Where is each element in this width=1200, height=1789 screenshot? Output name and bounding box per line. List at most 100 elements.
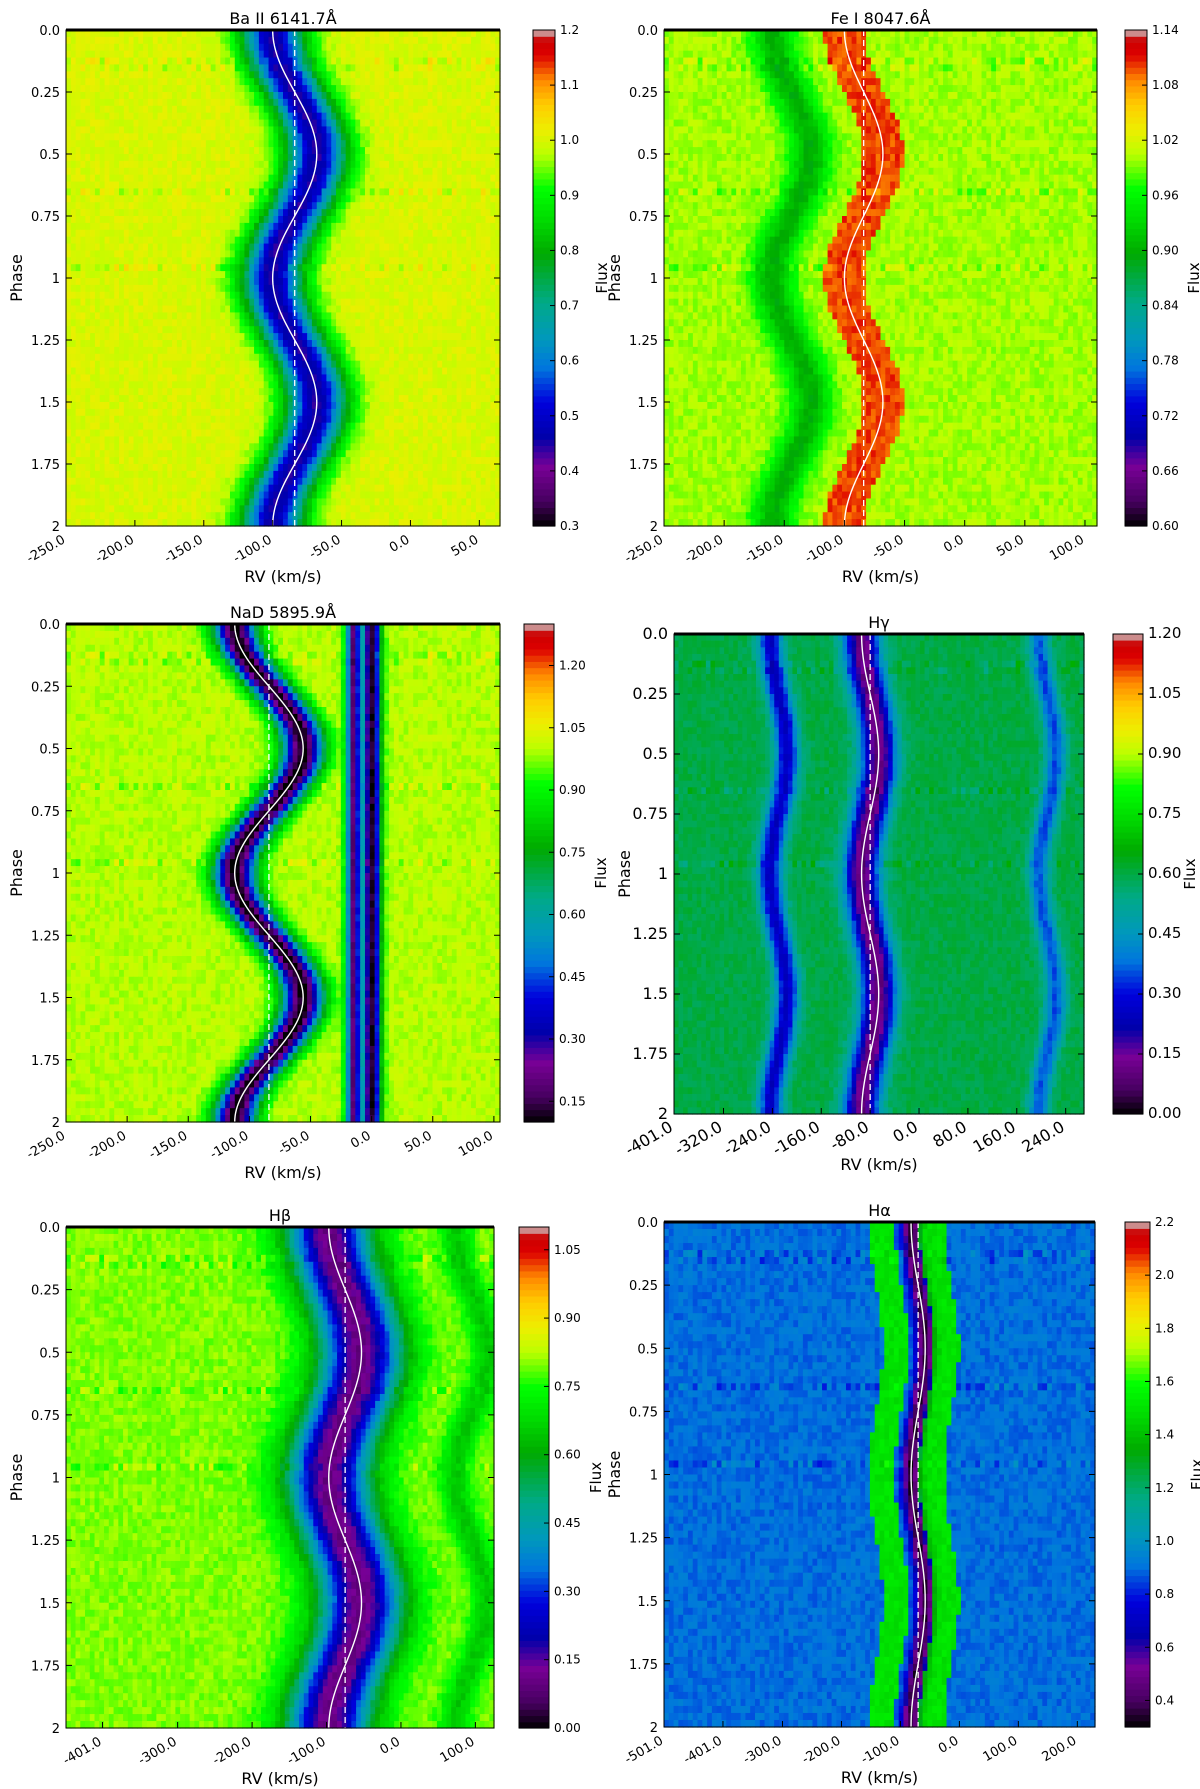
heatmap-cell [481, 154, 486, 161]
heatmap-cell [360, 92, 365, 99]
heatmap-cell [307, 92, 312, 99]
heatmap-cell [259, 99, 264, 106]
heatmap-cell [322, 120, 327, 127]
heatmap-cell [201, 113, 206, 120]
heatmap-cell [240, 195, 245, 202]
heatmap-cell [278, 106, 283, 113]
heatmap-cell [437, 99, 442, 106]
heatmap-cell [76, 71, 81, 78]
heatmap-cell [220, 195, 225, 202]
heatmap-cell [172, 147, 177, 154]
heatmap-cell [481, 175, 486, 182]
heatmap-cell [389, 92, 394, 99]
heatmap-cell [158, 244, 163, 251]
heatmap-cell [119, 195, 124, 202]
heatmap-cell [307, 99, 312, 106]
heatmap-cell [254, 154, 259, 161]
heatmap-cell [225, 161, 230, 168]
heatmap-cell [490, 58, 495, 65]
heatmap-cell [124, 58, 129, 65]
heatmap-cell [85, 120, 90, 127]
heatmap-cell [80, 140, 85, 147]
heatmap-cell [129, 202, 134, 209]
heatmap-cell [264, 168, 269, 175]
heatmap-cell [143, 58, 148, 65]
heatmap-cell [365, 37, 370, 44]
heatmap-cell [302, 182, 307, 189]
heatmap-cell [312, 85, 317, 92]
heatmap-cell [351, 92, 356, 99]
heatmap-cell [331, 175, 336, 182]
heatmap-cell [351, 223, 356, 230]
heatmap-cell [457, 154, 462, 161]
heatmap-cell [389, 126, 394, 133]
heatmap-cell [288, 51, 293, 58]
heatmap-cell [71, 250, 76, 257]
heatmap-cell [302, 120, 307, 127]
heatmap-cell [481, 85, 486, 92]
heatmap-cell [162, 51, 167, 58]
heatmap-cell [138, 175, 143, 182]
heatmap-cell [153, 195, 158, 202]
heatmap-cell [244, 78, 249, 85]
heatmap-cell [129, 92, 134, 99]
heatmap-cell [273, 113, 278, 120]
heatmap-cell [191, 140, 196, 147]
heatmap-cell [360, 188, 365, 195]
heatmap-cell [442, 133, 447, 140]
heatmap-cell [114, 58, 119, 65]
heatmap-cell [447, 71, 452, 78]
heatmap-cell [211, 209, 216, 216]
heatmap-cell [109, 51, 114, 58]
heatmap-cell [476, 113, 481, 120]
heatmap-cell [225, 209, 230, 216]
heatmap-cell [341, 71, 346, 78]
heatmap-cell [389, 161, 394, 168]
heatmap-cell [428, 175, 433, 182]
heatmap-cell [404, 126, 409, 133]
heatmap-cell [273, 168, 278, 175]
heatmap-cell [100, 175, 105, 182]
heatmap-cell [211, 92, 216, 99]
heatmap-cell [322, 230, 327, 237]
heatmap-cell [71, 161, 76, 168]
heatmap-cell [114, 244, 119, 251]
heatmap-cell [351, 147, 356, 154]
heatmap-cell [346, 223, 351, 230]
heatmap-cell [457, 161, 462, 168]
heatmap-cell [138, 85, 143, 92]
heatmap-cell [418, 106, 423, 113]
heatmap-cell [346, 78, 351, 85]
heatmap-cell [481, 168, 486, 175]
heatmap-cell [109, 99, 114, 106]
heatmap-cell [95, 58, 100, 65]
heatmap-cell [442, 195, 447, 202]
heatmap-cell [331, 202, 336, 209]
heatmap-cell [317, 230, 322, 237]
heatmap-cell [201, 154, 206, 161]
heatmap-cell [225, 92, 230, 99]
heatmap-cell [476, 99, 481, 106]
heatmap-cell [211, 44, 216, 51]
heatmap-cell [428, 216, 433, 223]
heatmap-cell [119, 37, 124, 44]
heatmap-cell [452, 182, 457, 189]
heatmap-cell [307, 44, 312, 51]
heatmap-cell [370, 195, 375, 202]
heatmap-cell [191, 44, 196, 51]
heatmap-cell [114, 209, 119, 216]
heatmap-cell [182, 223, 187, 230]
heatmap-cell [317, 244, 322, 251]
heatmap-cell [167, 78, 172, 85]
heatmap-cell [134, 195, 139, 202]
heatmap-cell [273, 161, 278, 168]
heatmap-cell [413, 133, 418, 140]
heatmap-cell [162, 78, 167, 85]
heatmap-cell [297, 85, 302, 92]
heatmap-cell [278, 37, 283, 44]
heatmap-cell [244, 71, 249, 78]
heatmap-cell [158, 37, 163, 44]
heatmap-cell [457, 92, 462, 99]
heatmap-cell [399, 51, 404, 58]
heatmap-cell [153, 168, 158, 175]
